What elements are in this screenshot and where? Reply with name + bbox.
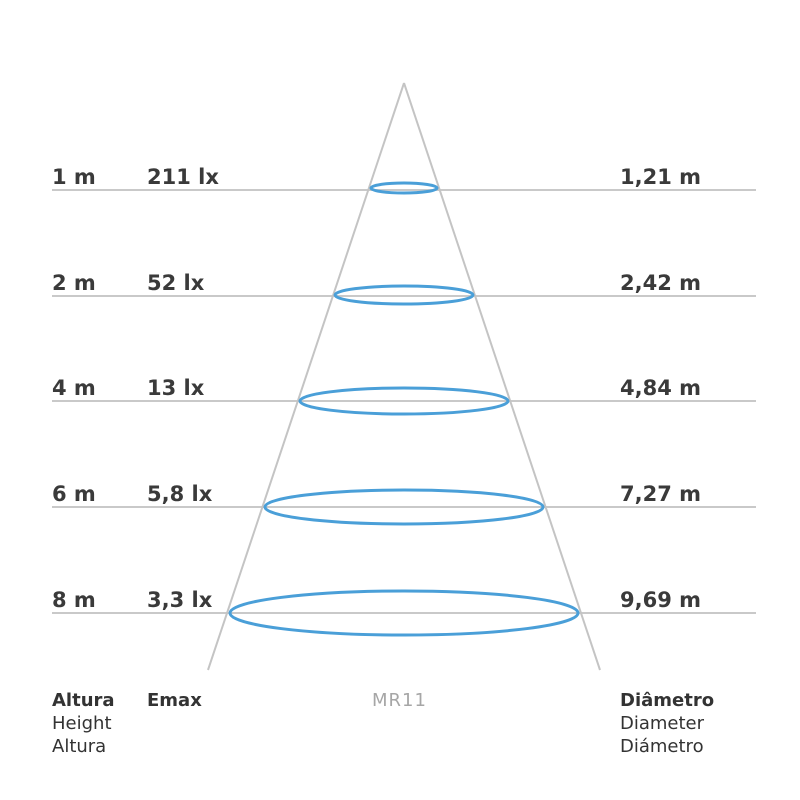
diameter-legend-pt: Diâmetro bbox=[620, 690, 715, 711]
diameter-value: 7,27 m bbox=[620, 482, 702, 506]
diameter-value: 1,21 m bbox=[620, 165, 702, 189]
emax-value: 52 lx bbox=[147, 271, 205, 295]
emax-value: 13 lx bbox=[147, 376, 205, 400]
diameter-legend-es: Diámetro bbox=[620, 736, 704, 757]
height-legend-es: Altura bbox=[52, 736, 107, 757]
height-value: 1 m bbox=[52, 165, 96, 189]
diameter-value: 4,84 m bbox=[620, 376, 702, 400]
emax-legend-label: Emax bbox=[147, 690, 202, 711]
emax-value: 3,3 lx bbox=[147, 588, 213, 612]
emax-legend: Emax bbox=[147, 689, 202, 712]
beam-ring-4 bbox=[263, 488, 545, 526]
beam-ring-5 bbox=[228, 589, 580, 637]
beam-ring-2 bbox=[333, 284, 475, 306]
diameter-legend: Diâmetro Diameter Diámetro bbox=[620, 689, 714, 758]
cone-right-edge bbox=[403, 82, 601, 671]
diameter-value: 2,42 m bbox=[620, 271, 702, 295]
height-legend-pt: Altura bbox=[52, 690, 115, 711]
diameter-value: 9,69 m bbox=[620, 588, 702, 612]
lamp-type-label: MR11 bbox=[372, 690, 427, 711]
emax-value: 5,8 lx bbox=[147, 482, 213, 506]
beam-ring-1 bbox=[369, 181, 439, 195]
beam-ring-3 bbox=[298, 386, 510, 416]
height-legend: Altura Height Altura bbox=[52, 689, 115, 758]
cone-left-edge bbox=[207, 82, 405, 671]
height-value: 2 m bbox=[52, 271, 96, 295]
diameter-legend-en: Diameter bbox=[620, 713, 705, 734]
emax-value: 211 lx bbox=[147, 165, 219, 189]
height-legend-en: Height bbox=[52, 713, 112, 734]
height-value: 6 m bbox=[52, 482, 96, 506]
height-value: 8 m bbox=[52, 588, 96, 612]
height-value: 4 m bbox=[52, 376, 96, 400]
